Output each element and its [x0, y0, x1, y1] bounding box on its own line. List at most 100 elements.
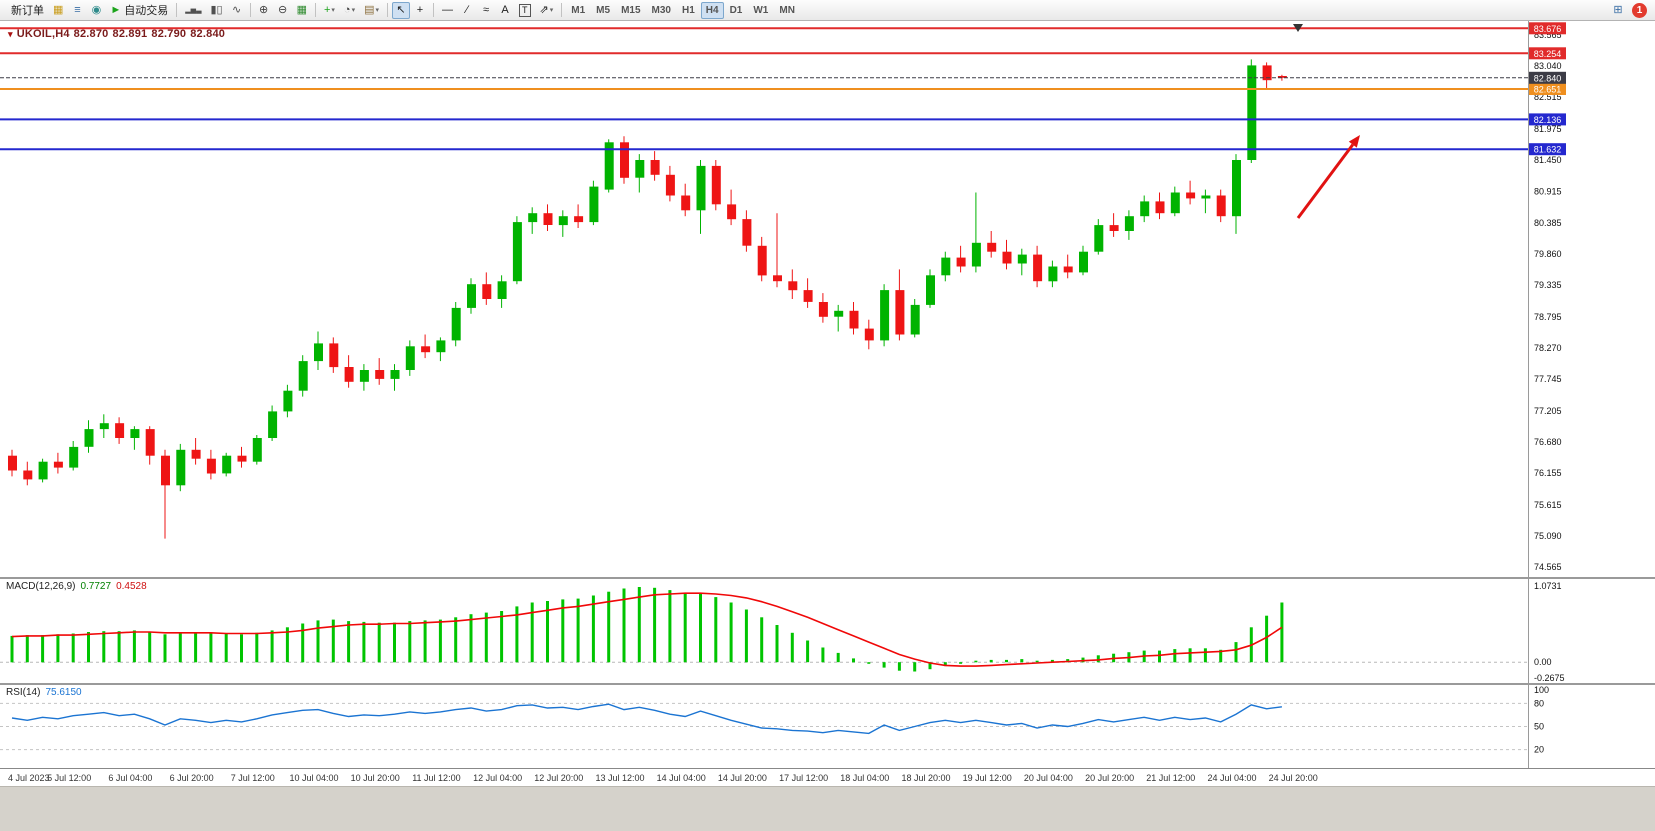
candle-body — [604, 142, 614, 190]
macd-canvas[interactable]: 1.0731 0.00 -0.2675 — [0, 579, 1655, 683]
candle-body — [191, 449, 201, 459]
autotrading-button[interactable]: ► 自动交易 — [106, 2, 172, 19]
shift-marker-icon[interactable] — [1293, 24, 1303, 32]
bar-chart-icon: ▂▅▃ — [185, 6, 202, 14]
timeframe-button-m15[interactable]: M15 — [621, 4, 641, 16]
arrows-icon[interactable]: ⇗ ▾ — [536, 2, 558, 19]
macd-histogram-bar — [1096, 655, 1100, 663]
timeframe-button-mn[interactable]: MN — [779, 4, 795, 16]
candle-body — [1186, 192, 1196, 199]
macd-histogram-bar — [683, 593, 687, 663]
terminal-icon[interactable]: ◉ — [87, 2, 105, 19]
timeframe-button-m30[interactable]: M30 — [651, 4, 671, 16]
macd-histogram-bar — [25, 635, 29, 663]
macd-histogram-bar — [331, 619, 335, 663]
panel-splitter[interactable] — [0, 683, 1655, 685]
timeframe-button-h4[interactable]: H4 — [700, 1, 724, 19]
date-label: 21 Jul 12:00 — [1146, 773, 1196, 783]
macd-histogram-bar — [790, 632, 794, 663]
line-chart-icon[interactable]: ∿ — [228, 2, 246, 19]
notification-badge[interactable]: 1 — [1632, 2, 1647, 18]
time-axis: 4 Jul 2023 5 Jul 12:00 6 Jul 04:00 6 Jul 20… — [0, 768, 1655, 786]
candle-body — [849, 310, 859, 329]
date-label: 6 Jul 04:00 — [108, 773, 153, 783]
bar-chart-icon[interactable]: ▂▅▃ — [181, 2, 205, 19]
macd-histogram-bar — [530, 602, 534, 663]
text-icon[interactable]: A — [496, 2, 514, 19]
price-line-badge: 83.254 — [1529, 47, 1566, 60]
price-tick-label: 74.565 — [1534, 562, 1562, 572]
rsi-canvas[interactable]: 100 80 50 20 — [0, 685, 1655, 768]
trendline-icon[interactable]: ∕ — [458, 2, 476, 19]
timeframe-button-d1[interactable]: D1 — [729, 4, 743, 16]
text-label-icon: T — [519, 3, 531, 17]
market-watch-icon[interactable]: ▦ — [49, 2, 67, 19]
candle-body — [1155, 201, 1165, 214]
cursor-icon[interactable]: ↖ — [392, 1, 411, 19]
price-tick-label: 78.795 — [1534, 312, 1562, 322]
templates-icon: ▤ — [364, 3, 375, 16]
candle-body — [635, 160, 645, 178]
candle-body — [834, 310, 844, 317]
timeframe-button-w1[interactable]: W1 — [753, 4, 769, 16]
indicators-icon[interactable]: + ▾ — [320, 2, 339, 19]
macd-histogram-bar — [393, 622, 396, 663]
date-label: 14 Jul 20:00 — [717, 773, 767, 783]
candle-body — [1109, 225, 1119, 231]
toolbar-separator — [176, 3, 178, 17]
candle-body — [1277, 76, 1287, 78]
main-chart-canvas[interactable]: 83.565 83.040 82.515 81.975 81.450 80.915 80.3… — [0, 21, 1655, 577]
price-tick-label: 80.915 — [1534, 187, 1562, 197]
templates-icon[interactable]: ▤ ▾ — [360, 2, 383, 19]
macd-histogram-bar — [775, 625, 779, 663]
macd-histogram-bar — [56, 634, 60, 663]
candle-body — [1262, 65, 1272, 81]
timeframe-button-h1[interactable]: H1 — [681, 4, 695, 16]
macd-histogram-bar — [1050, 659, 1054, 663]
macd-histogram-bar — [637, 587, 641, 663]
rsi-line — [11, 703, 1282, 735]
date-label: 7 Jul 12:00 — [230, 773, 275, 783]
price-tick-label: 75.615 — [1534, 500, 1562, 510]
candle-body — [344, 367, 354, 382]
new-order-button[interactable]: 新订单 — [4, 2, 48, 19]
macd-histogram-bar — [362, 621, 366, 663]
candle-body — [329, 343, 339, 368]
text-label-icon[interactable]: T — [515, 2, 535, 19]
new-window-icon[interactable]: ⊞ — [1609, 2, 1627, 19]
candle-body — [405, 346, 415, 370]
macd-histogram-bar — [377, 622, 381, 663]
panel-splitter[interactable] — [0, 577, 1655, 579]
price-line-badge: 81.632 — [1529, 143, 1566, 156]
periods-icon[interactable]: ◔ ▾ — [340, 2, 359, 19]
macd-histogram-bar — [653, 587, 657, 663]
candle-body — [375, 370, 385, 379]
macd-min-label: -0.2675 — [1534, 673, 1565, 683]
candle-body — [23, 470, 33, 480]
date-label: 18 Jul 20:00 — [901, 773, 951, 783]
macd-histogram-bar — [301, 623, 305, 663]
crosshair-icon[interactable]: + — [411, 2, 429, 19]
chevron-down-icon: ▾ — [351, 7, 356, 14]
terminal-icon: ◉ — [91, 3, 102, 16]
zoom-out-icon[interactable]: ⊖ — [274, 2, 292, 19]
timeframe-button-m1[interactable]: M1 — [571, 4, 586, 16]
price-tick-label: 79.335 — [1534, 280, 1562, 290]
zoom-in-icon[interactable]: ⊕ — [255, 2, 273, 19]
macd-histogram-bar — [423, 620, 427, 663]
horizontal-line-icon[interactable]: — — [438, 2, 457, 19]
timeframe-button-m5[interactable]: M5 — [596, 4, 611, 16]
rsi-tick-label: 50 — [1534, 722, 1544, 732]
candle-body — [283, 390, 293, 412]
candle-body — [222, 455, 232, 474]
tile-windows-icon[interactable]: ▦ — [293, 2, 311, 19]
fibonacci-icon[interactable]: ≈ — [477, 2, 495, 19]
market-watch-icon: ▦ — [53, 3, 64, 16]
trend-arrow-object[interactable] — [1296, 135, 1360, 219]
macd-name: MACD(12,26,9) — [6, 581, 76, 592]
navigator-icon[interactable]: ≡ — [68, 2, 86, 19]
candle-body — [864, 328, 874, 341]
candlestick-chart-icon[interactable]: ▮▯ — [206, 2, 226, 19]
macd-histogram-bar — [928, 662, 932, 670]
candle-body — [512, 222, 522, 282]
